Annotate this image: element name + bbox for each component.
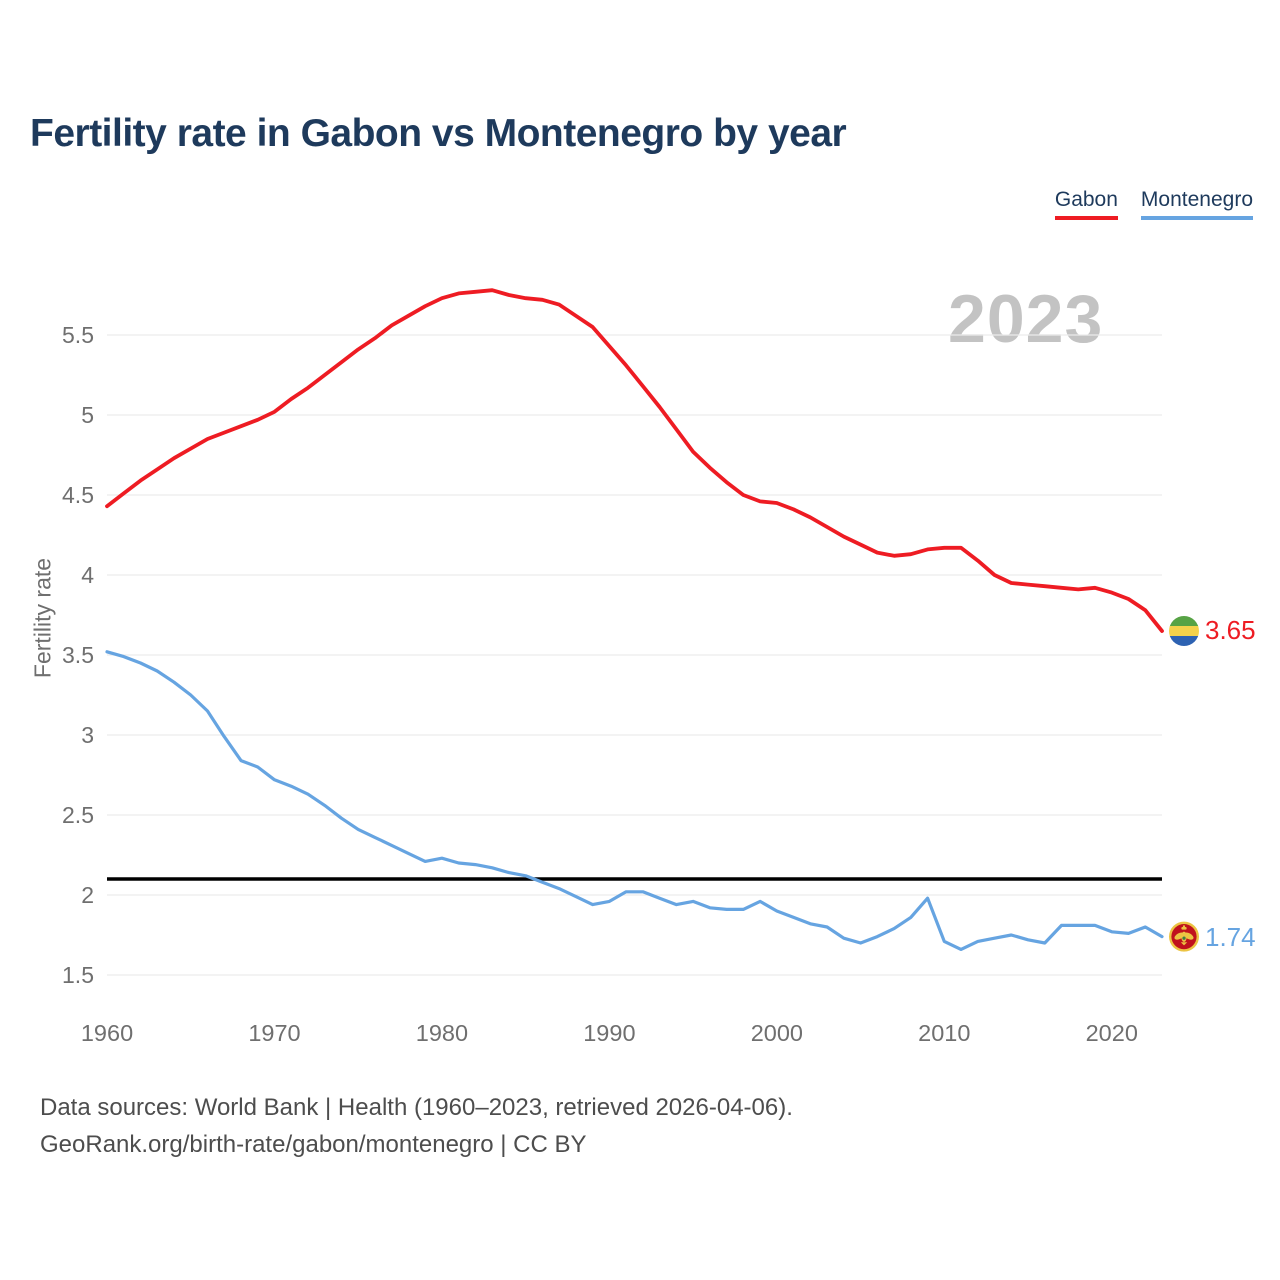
x-tick-label: 2020 — [1086, 1020, 1138, 1046]
footer-attribution-line: GeoRank.org/birth-rate/gabon/montenegro … — [40, 1131, 587, 1158]
y-tick-label: 5 — [81, 402, 94, 428]
gabon-line — [105, 288, 1164, 633]
y-tick-label: 4 — [81, 562, 94, 588]
page-title: Fertility rate in Gabon vs Montenegro by… — [30, 112, 847, 155]
montenegro-flag-part — [1182, 925, 1186, 928]
watermark-year: 2023 — [948, 281, 1104, 357]
y-axis-title: Fertility rate — [29, 557, 56, 679]
y-tick-label: 3.5 — [62, 642, 94, 668]
legend: Gabon Montenegro — [1054, 188, 1253, 220]
montenegro-flag-part — [1181, 927, 1187, 930]
x-tick-label: 1990 — [583, 1020, 635, 1046]
footer-sources-line: Data sources: World Bank | Health (1960–… — [40, 1094, 793, 1121]
gabon-flag-stripe — [1169, 636, 1199, 646]
montenegro-flag-part — [1181, 935, 1187, 941]
gabon-end-value-label: 3.65 — [1205, 615, 1256, 645]
montenegro-end-value-label: 1.74 — [1205, 922, 1256, 952]
footer: Data sources: World Bank | Health (1960–… — [40, 1089, 793, 1163]
x-tick-label: 2010 — [918, 1020, 970, 1046]
x-tick-label: 1980 — [416, 1020, 468, 1046]
y-tick-label: 4.5 — [62, 482, 94, 508]
y-tick-label: 5.5 — [62, 322, 94, 348]
x-tick-label: 1970 — [248, 1020, 300, 1046]
y-tick-label: 2.5 — [62, 802, 94, 828]
montenegro-flag-part — [1180, 942, 1188, 946]
y-tick-label: 2 — [81, 882, 94, 908]
y-tick-label: 1.5 — [62, 962, 94, 988]
gabon-flag-stripe — [1169, 616, 1199, 627]
gabon-flag-icon — [1169, 616, 1199, 646]
legend-item-montenegro[interactable]: Montenegro — [1140, 188, 1253, 220]
x-tick-label: 1960 — [81, 1020, 133, 1046]
gabon-flag-stripe — [1169, 626, 1199, 637]
y-tick-label: 3 — [81, 722, 94, 748]
x-tick-label: 2000 — [751, 1020, 803, 1046]
montenegro-line — [105, 650, 1164, 952]
montenegro-flag-icon — [1169, 921, 1199, 952]
legend-item-gabon[interactable]: Gabon — [1054, 188, 1118, 220]
